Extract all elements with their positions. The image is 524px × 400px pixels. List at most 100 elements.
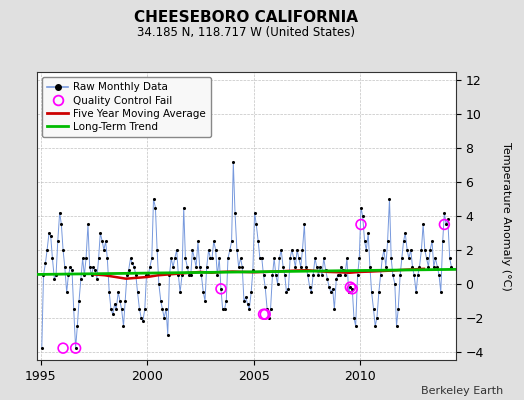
Point bbox=[424, 264, 433, 270]
Point bbox=[426, 247, 434, 253]
Point bbox=[327, 289, 335, 296]
Point bbox=[56, 210, 64, 216]
Point bbox=[416, 264, 424, 270]
Point bbox=[358, 213, 367, 219]
Point bbox=[290, 255, 298, 262]
Point bbox=[180, 204, 188, 211]
Point bbox=[339, 267, 347, 274]
Point bbox=[439, 238, 447, 245]
Text: CHEESEBORO CALIFORNIA: CHEESEBORO CALIFORNIA bbox=[134, 10, 358, 25]
Point bbox=[259, 272, 268, 278]
Point bbox=[440, 221, 449, 228]
Point bbox=[442, 221, 450, 228]
Point bbox=[254, 238, 263, 245]
Point bbox=[259, 311, 268, 318]
Point bbox=[447, 264, 455, 270]
Point bbox=[53, 238, 62, 245]
Point bbox=[303, 272, 312, 278]
Point bbox=[128, 260, 136, 267]
Point bbox=[431, 255, 440, 262]
Point bbox=[325, 284, 333, 290]
Point bbox=[396, 272, 405, 278]
Point bbox=[445, 255, 454, 262]
Point bbox=[199, 289, 208, 296]
Point bbox=[311, 255, 319, 262]
Point bbox=[390, 280, 399, 287]
Point bbox=[149, 196, 158, 202]
Point bbox=[47, 233, 55, 240]
Point bbox=[117, 306, 126, 312]
Point bbox=[410, 272, 418, 278]
Point bbox=[281, 272, 289, 278]
Point bbox=[353, 272, 362, 278]
Point bbox=[334, 272, 342, 278]
Point bbox=[399, 238, 408, 245]
Point bbox=[236, 255, 245, 262]
Point bbox=[238, 264, 246, 270]
Point bbox=[271, 272, 280, 278]
Point bbox=[422, 255, 431, 262]
Point bbox=[62, 289, 71, 296]
Point bbox=[294, 255, 303, 262]
Point bbox=[206, 255, 214, 262]
Point bbox=[408, 264, 417, 270]
Point bbox=[407, 247, 415, 253]
Point bbox=[337, 264, 346, 270]
Point bbox=[71, 345, 80, 351]
Point bbox=[116, 298, 124, 304]
Point bbox=[381, 264, 390, 270]
Point bbox=[435, 272, 443, 278]
Point bbox=[93, 276, 101, 282]
Point bbox=[194, 238, 202, 245]
Point bbox=[111, 301, 119, 307]
Point bbox=[348, 286, 356, 292]
Point bbox=[376, 272, 385, 278]
Point bbox=[430, 264, 438, 270]
Point bbox=[188, 247, 196, 253]
Point bbox=[307, 289, 315, 296]
Point bbox=[233, 247, 241, 253]
Point bbox=[412, 289, 420, 296]
Point bbox=[221, 306, 229, 312]
Point bbox=[167, 255, 176, 262]
Point bbox=[428, 238, 436, 245]
Point bbox=[43, 247, 51, 253]
Point bbox=[421, 247, 429, 253]
Point bbox=[119, 323, 128, 329]
Point bbox=[158, 306, 167, 312]
Y-axis label: Temperature Anomaly (°C): Temperature Anomaly (°C) bbox=[500, 142, 511, 290]
Point bbox=[64, 272, 73, 278]
Point bbox=[165, 272, 173, 278]
Point bbox=[330, 306, 339, 312]
Point bbox=[100, 247, 108, 253]
Point bbox=[401, 230, 409, 236]
Point bbox=[305, 284, 314, 290]
Point bbox=[107, 306, 115, 312]
Point bbox=[162, 306, 170, 312]
Point bbox=[39, 272, 48, 278]
Point bbox=[45, 230, 53, 236]
Point bbox=[212, 247, 220, 253]
Point bbox=[96, 230, 104, 236]
Point bbox=[249, 267, 257, 274]
Point bbox=[355, 255, 364, 262]
Point bbox=[403, 247, 411, 253]
Point bbox=[226, 247, 234, 253]
Point bbox=[302, 264, 310, 270]
Point bbox=[202, 264, 211, 270]
Point bbox=[291, 264, 300, 270]
Point bbox=[183, 264, 192, 270]
Point bbox=[82, 255, 90, 262]
Point bbox=[261, 311, 269, 318]
Point bbox=[187, 272, 195, 278]
Point bbox=[114, 289, 123, 296]
Point bbox=[50, 276, 59, 282]
Point bbox=[163, 331, 172, 338]
Point bbox=[270, 255, 278, 262]
Point bbox=[208, 255, 216, 262]
Point bbox=[263, 306, 271, 312]
Point bbox=[108, 311, 117, 318]
Point bbox=[59, 345, 67, 351]
Point bbox=[343, 255, 351, 262]
Text: 34.185 N, 118.717 W (United States): 34.185 N, 118.717 W (United States) bbox=[137, 26, 355, 39]
